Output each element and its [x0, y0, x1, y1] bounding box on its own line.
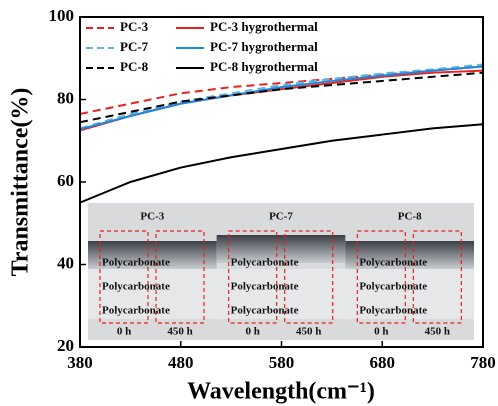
- inset-box: [412, 230, 462, 324]
- inset-text: Polycarbonate: [231, 305, 299, 317]
- inset-text: Polycarbonate: [359, 281, 427, 293]
- legend-label: PC-8: [120, 59, 149, 74]
- inset-title: PC-8: [398, 211, 422, 223]
- legend-label: PC-7: [120, 39, 149, 54]
- photo-lower: [88, 269, 217, 319]
- inset-text: Polycarbonate: [102, 305, 170, 317]
- y-tick-label: 20: [57, 336, 74, 355]
- inset-time: 0 h: [245, 326, 259, 338]
- x-tick-label: 480: [168, 353, 194, 372]
- y-tick-label: 100: [49, 6, 75, 25]
- photo-lower: [216, 269, 346, 319]
- inset-text: Polycarbonate: [359, 257, 427, 269]
- line: [79, 69, 484, 132]
- photo-band: [88, 241, 217, 269]
- y-tick-label: 40: [57, 253, 74, 272]
- line: [79, 65, 484, 131]
- inset-box: [155, 230, 205, 324]
- legend-label: PC-8 hygrothermal: [210, 59, 318, 74]
- x-tick-label: 780: [470, 353, 496, 372]
- inset-text: Polycarbonate: [102, 257, 170, 269]
- inset-title: PC-7: [269, 211, 293, 223]
- y-axis-label: Transmittance(%): [8, 88, 34, 277]
- legend-label: PC-3 hygrothermal: [210, 19, 318, 34]
- x-tick-label: 580: [269, 353, 295, 372]
- x-axis-label: Wavelength(cm⁻¹): [187, 379, 375, 405]
- inset-title: PC-3: [140, 211, 164, 223]
- legend-label: PC-3: [120, 19, 149, 34]
- legend-label: PC-7 hygrothermal: [210, 39, 318, 54]
- photo-band: [345, 241, 474, 269]
- inset-box: [284, 230, 334, 324]
- inset-time: 0 h: [117, 326, 131, 338]
- photo-band: [216, 235, 346, 263]
- line: [79, 63, 484, 130]
- inset-text: Polycarbonate: [102, 281, 170, 293]
- photo-lower: [345, 269, 474, 319]
- y-tick-label: 80: [57, 88, 74, 107]
- inset-time: 450 h: [167, 326, 192, 338]
- plot-frame: [79, 16, 484, 348]
- inset-box: [99, 230, 149, 324]
- inset-text: Polycarbonate: [359, 305, 427, 317]
- line: [79, 123, 484, 204]
- inset-box: [228, 230, 278, 324]
- inset-text: Polycarbonate: [231, 281, 299, 293]
- inset-time: 450 h: [296, 326, 321, 338]
- x-tick-label: 380: [67, 353, 93, 372]
- inset-text: Polycarbonate: [231, 257, 299, 269]
- inset-time: 450 h: [425, 326, 450, 338]
- y-tick-label: 60: [57, 171, 74, 190]
- line: [79, 71, 484, 124]
- inset-time: 0 h: [374, 326, 388, 338]
- inset-box: [356, 230, 406, 324]
- x-tick-label: 680: [370, 353, 396, 372]
